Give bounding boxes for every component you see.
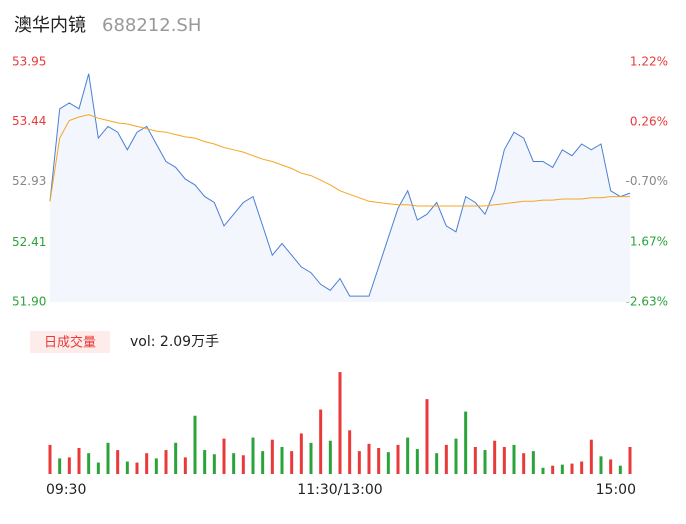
volume-bar: [232, 453, 236, 474]
volume-bar: [589, 439, 593, 474]
volume-bar: [222, 438, 226, 474]
volume-bar: [570, 463, 574, 474]
volume-bar: [522, 453, 526, 474]
volume-bar: [357, 451, 361, 474]
volume-bar: [106, 442, 110, 474]
y2-tick-label: 1.22%: [630, 55, 668, 69]
volume-bar: [145, 453, 149, 474]
volume-bar: [560, 464, 564, 474]
y2-tick-label: -1.67%: [626, 235, 668, 249]
volume-bar: [174, 442, 178, 474]
volume-bar: [338, 372, 342, 474]
volume-bar: [309, 442, 313, 474]
volume-bar: [502, 446, 506, 474]
volume-bar: [541, 467, 545, 474]
volume-bar: [125, 461, 129, 474]
volume-bar: [193, 415, 197, 474]
volume-bar: [512, 444, 516, 474]
y-tick-label: 53.44: [12, 114, 46, 128]
volume-bar: [415, 449, 419, 474]
volume-bar: [348, 430, 352, 474]
average-line: [49, 114, 630, 207]
price-area: [50, 73, 630, 302]
volume-bar: [203, 450, 207, 474]
volume-total: vol: 2.09万手: [130, 334, 219, 350]
volume-bar: [367, 443, 371, 474]
volume-bar: [599, 456, 603, 474]
volume-bar: [483, 450, 487, 474]
volume-bar: [551, 465, 555, 474]
volume-bar: [48, 444, 52, 474]
volume-bar: [280, 446, 284, 474]
y2-tick-label: -0.70%: [626, 174, 668, 188]
volume-bar: [58, 458, 62, 474]
price-line: [49, 73, 631, 297]
volume-bar: [454, 438, 458, 474]
x-tick-label: 11:30/13:00: [297, 482, 382, 498]
volume-bar: [444, 444, 448, 474]
volume-bar: [396, 444, 400, 474]
volume-bar: [290, 451, 294, 474]
volume-bar: [164, 450, 168, 474]
volume-bar: [609, 459, 613, 474]
volume-bar: [493, 440, 497, 474]
y-tick-label: 51.90: [12, 295, 46, 309]
volume-bar: [435, 453, 439, 474]
x-tick-label: 15:00: [596, 482, 636, 498]
volume-bar: [580, 461, 584, 474]
volume-label-bg: [30, 331, 110, 353]
volume-bar: [299, 433, 303, 474]
volume-bar: [67, 457, 71, 474]
y2-tick-label: 0.26%: [630, 114, 668, 128]
volume-bar: [135, 462, 139, 474]
volume-bar: [618, 465, 622, 474]
x-tick-label: 09:30: [46, 482, 86, 498]
volume-bar: [386, 452, 390, 474]
chart-title: 澳华内镜: [14, 15, 86, 36]
volume-bar: [212, 454, 216, 474]
volume-bar: [183, 457, 187, 474]
volume-bar: [96, 462, 100, 474]
volume-bar: [251, 437, 255, 474]
volume-bar: [270, 439, 274, 474]
volume-bar: [464, 411, 468, 474]
y2-tick-label: -2.63%: [626, 295, 668, 309]
y-tick-label: 52.93: [12, 174, 46, 188]
volume-bar: [319, 409, 323, 474]
stock-code: 688212.SH: [102, 15, 201, 36]
volume-bar: [425, 399, 429, 474]
volume-bar: [77, 448, 81, 474]
volume-bar: [406, 437, 410, 474]
volume-bar: [531, 451, 535, 474]
volume-bar: [87, 453, 91, 474]
volume-bar: [328, 440, 332, 474]
volume-bar: [473, 446, 477, 474]
volume-bar: [241, 455, 245, 474]
volume-bar: [154, 458, 158, 474]
volume-bar: [628, 446, 632, 474]
y-tick-label: 53.95: [12, 55, 46, 69]
volume-bar: [261, 451, 265, 474]
volume-bar: [116, 450, 120, 474]
volume-bar: [377, 448, 381, 474]
y-tick-label: 52.41: [12, 235, 46, 249]
volume-label: 日成交量: [44, 335, 96, 351]
